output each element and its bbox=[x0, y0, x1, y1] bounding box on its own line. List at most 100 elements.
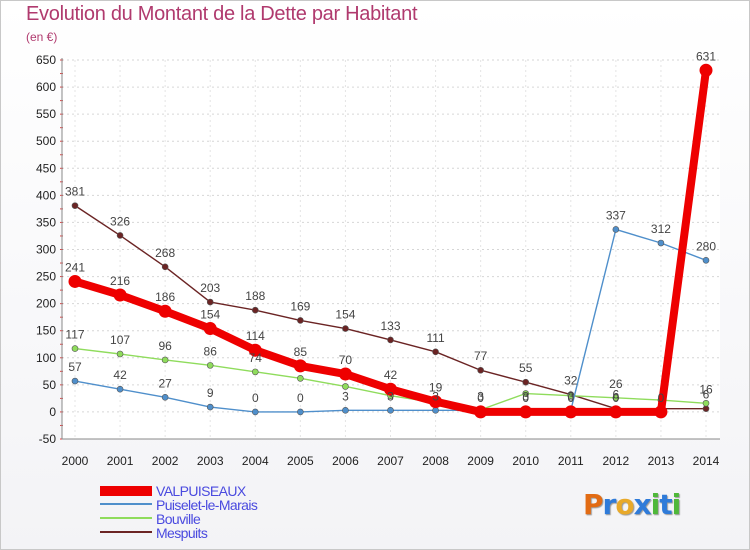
data-label: 154 bbox=[335, 308, 355, 322]
x-tick-label: 2006 bbox=[332, 454, 359, 468]
data-point bbox=[432, 348, 439, 356]
data-point bbox=[564, 405, 578, 419]
x-tick-label: 2009 bbox=[467, 454, 494, 468]
data-label: 188 bbox=[245, 289, 265, 303]
legend-swatch bbox=[100, 486, 152, 496]
y-tick-label: 50 bbox=[43, 378, 57, 392]
data-label: 154 bbox=[200, 308, 220, 322]
data-point bbox=[609, 405, 623, 419]
x-tick-label: 2011 bbox=[558, 454, 584, 468]
x-tick-label: 2010 bbox=[512, 454, 539, 468]
data-point bbox=[654, 405, 668, 419]
x-tick-label: 2003 bbox=[197, 454, 224, 468]
data-point bbox=[432, 407, 439, 414]
y-tick-label: 150 bbox=[36, 324, 56, 338]
data-label: 381 bbox=[65, 185, 85, 199]
data-label: 57 bbox=[68, 360, 82, 374]
data-label: 0 bbox=[613, 391, 620, 405]
data-label: 26 bbox=[609, 377, 623, 391]
legend-swatch bbox=[100, 531, 152, 533]
data-point bbox=[248, 343, 262, 357]
data-point bbox=[342, 407, 349, 414]
data-point bbox=[71, 345, 79, 352]
y-tick-label: 550 bbox=[36, 107, 56, 121]
x-tick-label: 2004 bbox=[242, 454, 269, 468]
data-point bbox=[657, 239, 665, 247]
data-label: 241 bbox=[65, 260, 85, 274]
data-label: 337 bbox=[606, 208, 626, 222]
y-tick-label: 400 bbox=[36, 188, 56, 202]
y-tick-label: 650 bbox=[36, 53, 56, 67]
data-label: 27 bbox=[158, 376, 172, 390]
data-point bbox=[161, 394, 169, 401]
data-label: 0 bbox=[477, 391, 484, 405]
data-point bbox=[522, 390, 530, 397]
data-label: 0 bbox=[297, 391, 304, 405]
data-label: 111 bbox=[426, 331, 445, 345]
line-chart: -500501001502002503003504004505005506006… bbox=[36, 49, 720, 468]
data-point bbox=[342, 383, 349, 390]
data-label: 3 bbox=[387, 389, 394, 403]
legend-label: Bouville bbox=[156, 511, 201, 527]
data-point bbox=[113, 288, 127, 302]
y-tick-label: 500 bbox=[36, 134, 56, 148]
data-point bbox=[297, 375, 304, 382]
data-point bbox=[342, 325, 349, 332]
y-tick-label: 350 bbox=[36, 215, 56, 229]
x-tick-label: 2014 bbox=[693, 454, 720, 468]
legend-swatch bbox=[100, 503, 152, 505]
data-point bbox=[206, 298, 214, 306]
data-point bbox=[293, 359, 307, 373]
data-label: 203 bbox=[200, 281, 220, 295]
data-point bbox=[251, 368, 259, 376]
data-point bbox=[71, 202, 79, 209]
data-label: 96 bbox=[158, 339, 172, 353]
data-point bbox=[161, 356, 169, 364]
data-label: 107 bbox=[110, 333, 130, 347]
data-point bbox=[384, 382, 397, 396]
y-tick-label: 200 bbox=[36, 297, 56, 311]
data-point bbox=[702, 257, 710, 264]
data-label: 3 bbox=[567, 389, 574, 403]
data-label: 0 bbox=[522, 391, 529, 405]
data-point bbox=[116, 232, 124, 239]
data-point bbox=[699, 63, 713, 77]
data-point bbox=[429, 395, 443, 409]
data-point bbox=[203, 322, 217, 336]
data-label: 216 bbox=[110, 274, 130, 288]
data-point bbox=[387, 336, 394, 344]
x-tick-label: 2000 bbox=[62, 454, 89, 468]
data-label: 117 bbox=[65, 328, 84, 342]
data-point bbox=[251, 306, 259, 314]
data-label: 133 bbox=[380, 319, 400, 333]
data-label: 6 bbox=[613, 388, 620, 402]
data-label: 0 bbox=[567, 391, 574, 405]
legend-label: VALPUISEAUX bbox=[156, 483, 246, 499]
x-tick-label: 2008 bbox=[422, 454, 449, 468]
data-label: 3 bbox=[522, 389, 529, 403]
data-point bbox=[251, 408, 259, 416]
data-label: 32 bbox=[564, 374, 578, 388]
x-tick-label: 2013 bbox=[648, 454, 675, 468]
data-label: 326 bbox=[110, 214, 130, 228]
data-point bbox=[116, 385, 124, 393]
data-label: 16 bbox=[699, 382, 713, 396]
y-tick-label: 250 bbox=[36, 270, 56, 284]
x-tick-label: 2002 bbox=[152, 454, 179, 468]
y-tick-label: 300 bbox=[36, 243, 56, 257]
y-tick-label: 100 bbox=[36, 351, 56, 365]
data-label: 3 bbox=[432, 389, 439, 403]
data-label: 42 bbox=[384, 368, 398, 382]
x-tick-label: 2005 bbox=[287, 454, 314, 468]
data-point bbox=[68, 274, 82, 288]
data-label: 86 bbox=[204, 344, 218, 358]
data-label: 186 bbox=[155, 290, 175, 304]
data-label: 312 bbox=[651, 222, 671, 236]
y-tick-label: 600 bbox=[36, 80, 56, 94]
data-point bbox=[702, 405, 710, 412]
x-tick-label: 2012 bbox=[603, 454, 630, 468]
data-point bbox=[206, 403, 214, 411]
x-tick-label: 2001 bbox=[107, 454, 134, 468]
data-label: 77 bbox=[474, 349, 488, 363]
data-label: 0 bbox=[252, 391, 259, 405]
